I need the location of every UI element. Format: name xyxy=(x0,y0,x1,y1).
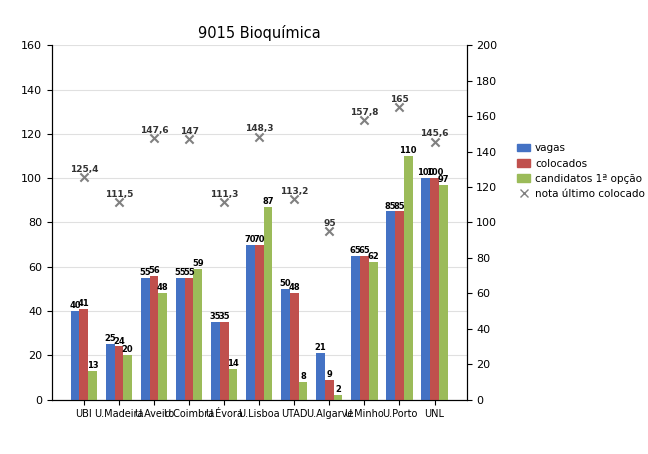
Bar xyxy=(290,293,299,400)
Bar xyxy=(246,245,255,400)
Point xyxy=(114,198,124,206)
Text: 50: 50 xyxy=(280,279,292,288)
Bar xyxy=(439,185,448,400)
Bar xyxy=(229,369,237,400)
Bar xyxy=(194,269,202,400)
Text: 110: 110 xyxy=(400,146,417,155)
Text: 97: 97 xyxy=(437,175,449,184)
Text: 13: 13 xyxy=(87,361,98,370)
Text: 113,2: 113,2 xyxy=(280,187,308,196)
Text: 48: 48 xyxy=(157,283,168,292)
Bar xyxy=(80,309,88,400)
Text: 24: 24 xyxy=(113,336,125,345)
Bar xyxy=(141,278,150,400)
Text: 56: 56 xyxy=(148,266,160,275)
Bar xyxy=(150,276,158,400)
Legend: vagas, colocados, candidatos 1ª opção, nota último colocado CG: vagas, colocados, candidatos 1ª opção, n… xyxy=(513,139,648,203)
Text: 70: 70 xyxy=(253,235,265,244)
Text: 14: 14 xyxy=(227,359,238,368)
Text: 25: 25 xyxy=(104,334,116,343)
Text: 65: 65 xyxy=(350,246,362,255)
Point xyxy=(430,138,440,145)
Text: 55: 55 xyxy=(139,268,151,277)
Bar xyxy=(220,322,229,400)
Bar xyxy=(316,353,325,400)
Point xyxy=(254,133,264,141)
Text: 147,6: 147,6 xyxy=(140,126,168,135)
Text: 20: 20 xyxy=(122,345,133,355)
Text: 111,3: 111,3 xyxy=(210,190,238,199)
Bar xyxy=(299,382,307,400)
Bar xyxy=(281,289,290,400)
Bar xyxy=(360,256,369,400)
Text: 59: 59 xyxy=(192,259,203,268)
Text: 148,3: 148,3 xyxy=(245,124,273,133)
Text: 157,8: 157,8 xyxy=(350,108,378,117)
Point xyxy=(324,228,334,235)
Point xyxy=(289,196,299,203)
Bar xyxy=(386,212,395,400)
Bar xyxy=(123,355,132,400)
Bar xyxy=(211,322,220,400)
Text: 100: 100 xyxy=(417,168,434,178)
Text: 2: 2 xyxy=(335,385,341,394)
Text: 48: 48 xyxy=(288,283,300,292)
Bar xyxy=(106,344,115,400)
Text: 41: 41 xyxy=(78,299,89,308)
Text: 55: 55 xyxy=(183,268,195,277)
Text: 35: 35 xyxy=(209,312,221,321)
Bar xyxy=(395,212,404,400)
Bar xyxy=(176,278,185,400)
Point xyxy=(359,117,369,124)
Text: 40: 40 xyxy=(69,301,81,310)
Text: 87: 87 xyxy=(262,197,273,206)
Bar xyxy=(185,278,194,400)
Bar xyxy=(255,245,264,400)
Point xyxy=(394,104,404,111)
Title: 9015 Bioquímica: 9015 Bioquímica xyxy=(198,25,321,41)
Bar xyxy=(404,156,413,400)
Text: 65: 65 xyxy=(358,246,370,255)
Bar xyxy=(369,262,378,400)
Text: 21: 21 xyxy=(315,343,327,352)
Bar xyxy=(158,293,167,400)
Text: 85: 85 xyxy=(394,202,405,211)
Text: 8: 8 xyxy=(300,372,306,381)
Point xyxy=(184,136,194,143)
Bar xyxy=(430,178,439,400)
Text: 165: 165 xyxy=(390,95,409,104)
Text: 100: 100 xyxy=(426,168,443,178)
Point xyxy=(78,174,89,181)
Bar xyxy=(351,256,360,400)
Bar xyxy=(71,311,80,400)
Text: 147: 147 xyxy=(179,127,198,136)
Text: 55: 55 xyxy=(174,268,186,277)
Text: 95: 95 xyxy=(323,219,336,228)
Point xyxy=(219,199,229,206)
Text: 111,5: 111,5 xyxy=(105,190,133,198)
Text: 145,6: 145,6 xyxy=(421,129,449,138)
Bar xyxy=(421,178,430,400)
Text: 125,4: 125,4 xyxy=(69,165,98,174)
Bar xyxy=(115,346,123,400)
Bar xyxy=(334,395,343,400)
Bar xyxy=(325,380,334,400)
Text: 35: 35 xyxy=(218,312,230,321)
Text: 85: 85 xyxy=(385,202,397,211)
Text: 9: 9 xyxy=(327,370,332,379)
Point xyxy=(149,134,159,142)
Bar xyxy=(264,207,272,400)
Bar xyxy=(88,371,97,400)
Text: 62: 62 xyxy=(367,252,379,262)
Text: 70: 70 xyxy=(245,235,256,244)
